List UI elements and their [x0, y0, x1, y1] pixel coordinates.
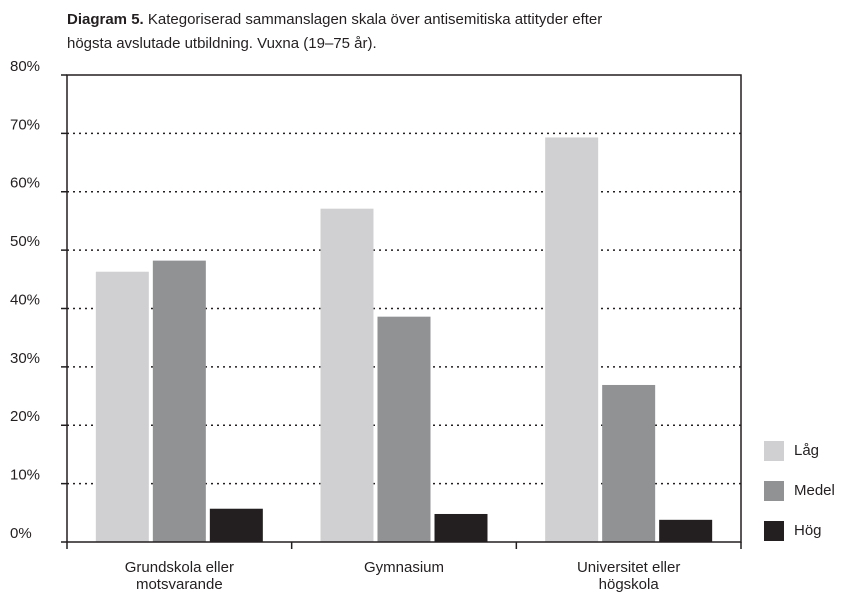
x-tick-label: Universitet eller	[577, 559, 680, 576]
y-tick-label: 40%	[10, 291, 40, 308]
y-tick-label: 10%	[10, 467, 40, 484]
legend-label: Hög	[794, 522, 822, 539]
x-tick-label: högskola	[599, 576, 660, 593]
title-line: högsta avslutade utbildning. Vuxna (19–7…	[67, 35, 377, 52]
bar	[95, 271, 149, 542]
legend-label: Medel	[794, 482, 835, 499]
bar	[434, 513, 488, 542]
title-label: Diagram 5.	[67, 11, 144, 28]
y-tick-label: 50%	[10, 233, 40, 250]
x-tick-label: Gymnasium	[364, 559, 444, 576]
bar	[602, 384, 656, 542]
legend-swatch	[764, 441, 784, 461]
y-tick-label: 30%	[10, 350, 40, 367]
y-tick-label: 0%	[10, 525, 32, 542]
bar	[209, 508, 263, 542]
bar	[152, 260, 206, 542]
x-tick-label: Grundskola eller	[125, 559, 234, 576]
legend-swatch	[764, 521, 784, 541]
bar	[659, 519, 713, 542]
bar	[320, 208, 374, 542]
legend-swatch	[764, 481, 784, 501]
bar	[377, 316, 431, 542]
bar	[545, 137, 599, 542]
chart-title: Diagram 5. Kategoriserad sammanslagen sk…	[67, 11, 602, 28]
title-line: Kategoriserad sammanslagen skala över an…	[148, 11, 602, 28]
y-tick-label: 60%	[10, 175, 40, 192]
plot-frame	[66, 74, 742, 543]
y-tick-label: 70%	[10, 116, 40, 133]
legend-label: Låg	[794, 442, 819, 459]
x-tick-label: motsvarande	[136, 576, 223, 593]
y-tick-label: 20%	[10, 408, 40, 425]
y-tick-label: 80%	[10, 58, 40, 75]
